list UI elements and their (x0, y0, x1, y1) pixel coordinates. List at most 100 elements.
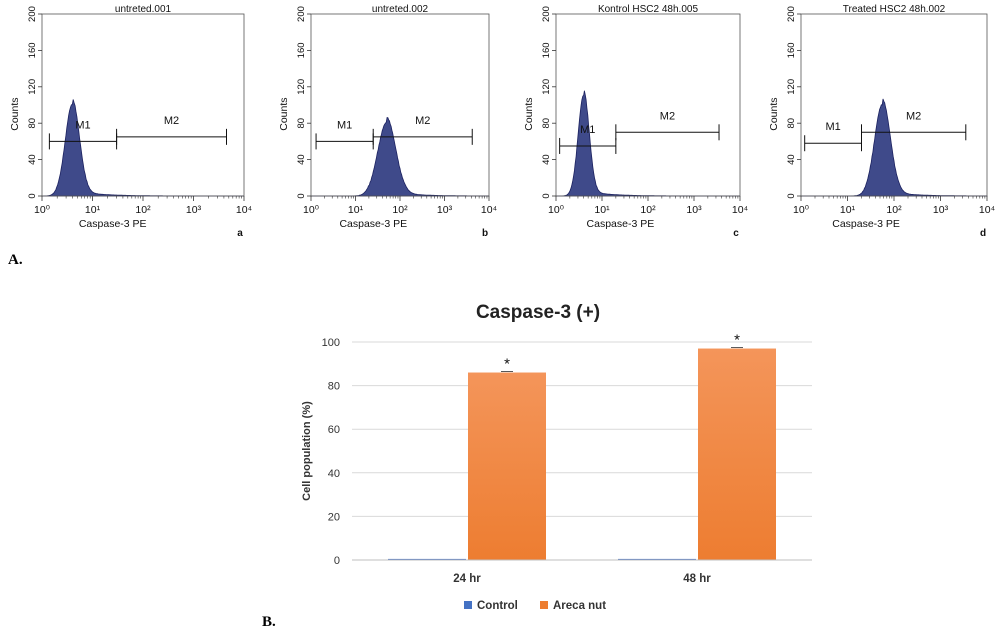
gate-label: M2 (415, 115, 430, 127)
x-tick-label: 10³ (686, 204, 702, 216)
x-axis-label: Caspase-3 PE (587, 218, 655, 230)
histogram-title: untreted.001 (115, 4, 172, 15)
legend-swatch-areca-nut (540, 601, 548, 609)
y-tick-label: 160 (27, 42, 38, 58)
x-tick-label: 10² (392, 204, 408, 216)
y-tick-label: 80 (27, 118, 38, 129)
y-tick-label: 20 (328, 511, 340, 523)
x-tick-label: 10² (135, 204, 151, 216)
y-tick-label: 0 (296, 193, 307, 198)
y-tick-label: 40 (328, 468, 340, 480)
y-tick-label: 40 (541, 154, 552, 165)
x-tick-label: 10⁰ (793, 204, 809, 216)
y-tick-label: 120 (27, 79, 38, 95)
bar-control (618, 558, 696, 560)
x-tick-label: 10³ (186, 204, 202, 216)
histogram-title: Treated HSC2 48h.002 (843, 4, 946, 15)
x-tick-label: 10¹ (85, 204, 101, 216)
y-tick-label: 160 (786, 42, 797, 58)
y-tick-label: 120 (296, 79, 307, 95)
histogram-distribution (801, 98, 988, 197)
histogram-distribution (42, 99, 244, 197)
histogram-distribution (556, 90, 740, 197)
y-tick-label: 80 (541, 118, 552, 129)
x-axis-label: Caspase-3 PE (832, 218, 900, 230)
gate-label: M1 (580, 124, 595, 136)
histogram-panel-d: Treated HSC2 48h.002 0 40 80 120 160 200 Counts… (768, 4, 995, 239)
significance-mark: * (504, 356, 510, 373)
x-tick-label: 10¹ (840, 204, 856, 216)
bar-areca-nut (698, 348, 776, 560)
x-axis-label: Caspase-3 PE (79, 218, 147, 230)
gate-label: M1 (337, 119, 352, 131)
y-tick-label: 80 (786, 118, 797, 129)
y-tick-label: 0 (27, 193, 38, 198)
y-axis-label: Counts (278, 97, 290, 130)
histogram-panel-c: Kontrol HSC2 48h.005 0 40 80 120 160 200 Counts… (523, 4, 748, 239)
y-tick-label: 120 (541, 79, 552, 95)
y-axis-label: Counts (523, 97, 535, 130)
legend: Control Areca nut (464, 600, 606, 612)
gate-label: M1 (75, 119, 90, 131)
significance-mark: * (734, 332, 740, 349)
bar-control (388, 558, 466, 560)
gate-label: M2 (906, 110, 921, 122)
panel-label-a: A. (8, 252, 23, 268)
histogram-panel-a: untreted.001 0 40 80 120 160 200 Counts 10⁰ 10¹ 10… (9, 4, 252, 239)
x-tick-label: 10⁰ (34, 204, 50, 216)
x-tick-label: 10¹ (348, 204, 364, 216)
legend-swatch-control (464, 601, 472, 609)
y-tick-label: 200 (296, 6, 307, 22)
panel-label-b: B. (262, 614, 276, 630)
y-tick-label: 40 (786, 154, 797, 165)
y-tick-label: 40 (27, 154, 38, 165)
x-tick-label: 10⁰ (303, 204, 319, 216)
subpanel-letter: c (733, 228, 739, 239)
y-tick-label: 100 (322, 337, 340, 349)
x-tick-label: 10² (640, 204, 656, 216)
y-tick-label: 80 (296, 118, 307, 129)
x-tick-label: 10³ (933, 204, 949, 216)
legend-label-control: Control (477, 600, 518, 612)
y-tick-label: 0 (541, 193, 552, 198)
chart-title: Caspase-3 (+) (476, 302, 600, 323)
x-axis-label: Caspase-3 PE (339, 218, 407, 230)
x-tick-label: 10⁴ (236, 204, 252, 216)
y-tick-label: 0 (334, 555, 340, 567)
y-tick-label: 0 (786, 193, 797, 198)
x-tick-label: 48 hr (683, 573, 711, 585)
y-axis-label: Counts (9, 97, 21, 130)
subpanel-letter: a (237, 228, 243, 239)
histogram-panel-b: untreted.002 0 40 80 120 160 200 Counts 10⁰ 10¹ 10… (278, 4, 497, 239)
histogram-title: Kontrol HSC2 48h.005 (598, 4, 699, 15)
x-tick-label: 10⁴ (732, 204, 748, 216)
x-tick-label: 10³ (437, 204, 453, 216)
y-tick-label: 40 (296, 154, 307, 165)
y-tick-label: 200 (541, 6, 552, 22)
y-tick-label: 160 (296, 42, 307, 58)
y-tick-label: 60 (328, 424, 340, 436)
y-axis-label: Cell population (%) (301, 401, 313, 501)
legend-label-areca-nut: Areca nut (553, 600, 606, 612)
y-axis-label: Counts (768, 97, 780, 130)
x-tick-label: 10¹ (594, 204, 610, 216)
y-tick-label: 200 (27, 6, 38, 22)
y-tick-label: 80 (328, 381, 340, 393)
y-tick-label: 120 (786, 79, 797, 95)
x-tick-label: 10⁴ (979, 204, 995, 216)
subpanel-letter: b (482, 228, 488, 239)
histogram-title: untreted.002 (372, 4, 429, 15)
gate-label: M2 (660, 110, 675, 122)
x-tick-label: 10² (886, 204, 902, 216)
subpanel-letter: d (980, 228, 986, 239)
bar-areca-nut (468, 372, 546, 560)
y-tick-label: 160 (541, 42, 552, 58)
x-tick-label: 10⁰ (548, 204, 564, 216)
gate-label: M2 (164, 115, 179, 127)
gate-label: M1 (825, 121, 840, 133)
x-tick-label: 10⁴ (481, 204, 497, 216)
x-tick-label: 24 hr (453, 573, 481, 585)
y-tick-label: 200 (786, 6, 797, 22)
bar-chart: Caspase-3 (+) 0 20 40 60 80 100 Cell population… (301, 302, 812, 612)
